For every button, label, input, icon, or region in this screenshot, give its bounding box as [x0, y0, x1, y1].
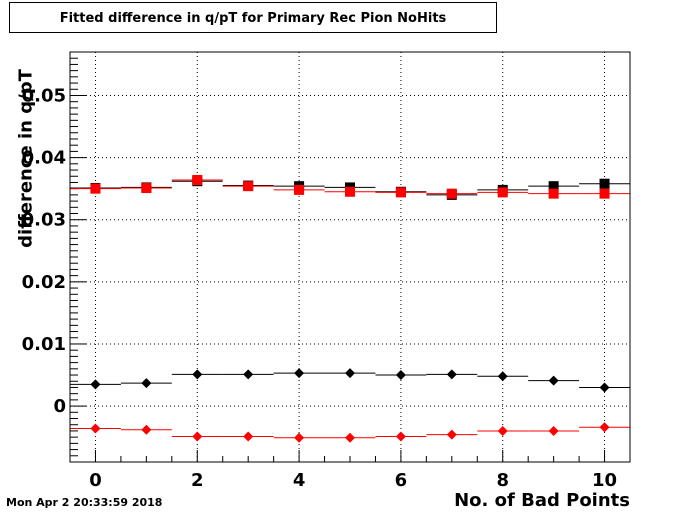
square-marker: [599, 178, 610, 189]
y-tick-label: 0.02: [22, 272, 66, 293]
diamond-marker: [90, 379, 101, 390]
square-marker: [446, 188, 457, 199]
diamond-marker: [141, 378, 152, 389]
x-axis-label: No. of Bad Points: [454, 490, 630, 511]
y-tick-label: 0.01: [22, 334, 66, 355]
square-marker: [345, 186, 355, 197]
diamond-marker: [243, 369, 254, 380]
square-marker: [294, 184, 305, 195]
square-marker: [192, 174, 203, 185]
y-tick-label: 0.04: [22, 148, 66, 169]
x-tick-label: 4: [293, 470, 306, 491]
diamond-marker: [345, 368, 355, 379]
diamond-marker: [599, 382, 610, 393]
diamond-marker: [141, 424, 152, 435]
diamond-marker: [192, 431, 203, 442]
diamond-marker: [395, 370, 406, 381]
diamond-marker: [548, 375, 559, 386]
square-marker: [90, 183, 101, 194]
diamond-marker: [497, 425, 508, 436]
square-marker: [395, 187, 406, 198]
diamond-marker: [548, 425, 559, 436]
square-marker: [548, 188, 559, 199]
diamond-marker: [243, 431, 254, 442]
diamond-marker: [90, 423, 101, 434]
diamond-marker: [497, 371, 508, 382]
diamond-marker: [599, 422, 610, 433]
x-tick-label: 0: [89, 470, 102, 491]
grid-lines: [70, 52, 630, 462]
error-bars: [70, 179, 630, 439]
title-box: Fitted difference in q/pT for Primary Re…: [9, 2, 497, 33]
y-tick-labels: 0 0.01 0.02 0.03 0.04 0.05: [22, 85, 66, 417]
y-tick-label: 0: [53, 396, 66, 417]
axis-ticks: [70, 57, 606, 462]
x-tick-label: 8: [496, 470, 509, 491]
diamond-marker: [192, 369, 203, 380]
x-tick-labels: 0 2 4 6 8 10: [89, 470, 617, 491]
timestamp: Mon Apr 2 20:33:59 2018: [6, 496, 163, 509]
diamond-marker: [446, 429, 457, 440]
data-markers: [90, 174, 610, 443]
x-tick-label: 6: [395, 470, 408, 491]
y-tick-label: 0.05: [22, 85, 66, 106]
diamond-marker: [294, 432, 305, 443]
plot-frame: [69, 51, 631, 463]
square-marker: [141, 183, 152, 194]
x-tick-label: 10: [592, 470, 617, 491]
diamond-marker: [345, 432, 355, 443]
square-marker: [599, 188, 610, 199]
square-marker: [497, 187, 508, 198]
chart-title: Fitted difference in q/pT for Primary Re…: [59, 11, 447, 26]
x-tick-label: 2: [191, 470, 204, 491]
square-marker: [243, 181, 254, 192]
diamond-marker: [446, 369, 457, 380]
diamond-marker: [294, 368, 305, 379]
y-tick-label: 0.03: [22, 210, 66, 231]
y-axis-label: difference in q/pT: [15, 69, 37, 248]
diamond-marker: [395, 431, 406, 442]
square-marker: [548, 181, 559, 192]
